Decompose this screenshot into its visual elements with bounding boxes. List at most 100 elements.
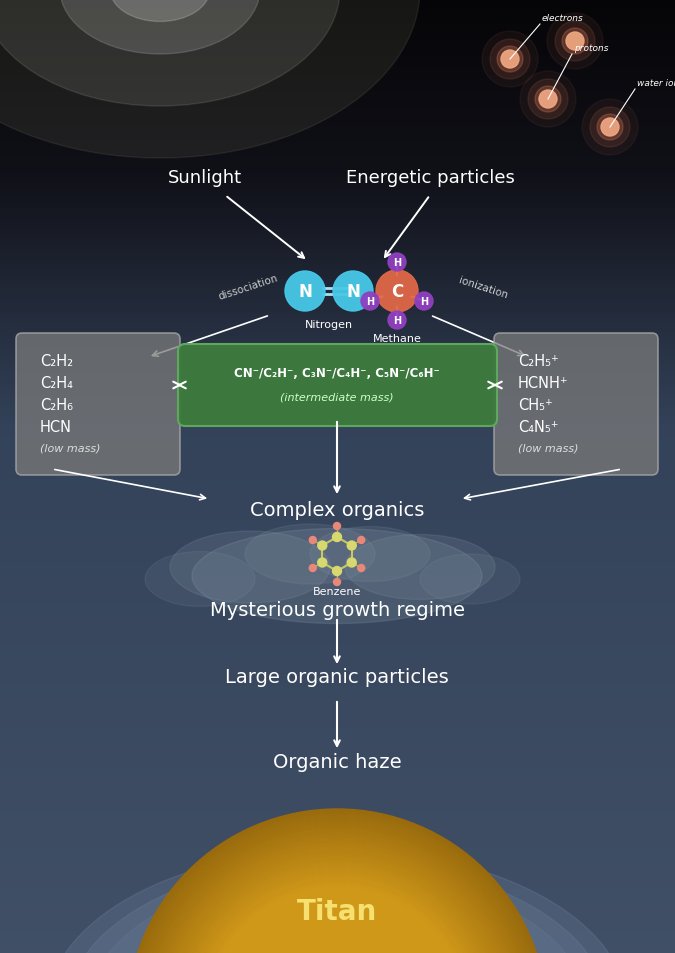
- Bar: [0, 658, 675, 660]
- Circle shape: [197, 879, 477, 953]
- Bar: [0, 267, 675, 270]
- Bar: [0, 336, 675, 340]
- Bar: [0, 143, 675, 146]
- Bar: [0, 867, 675, 870]
- Bar: [0, 950, 675, 953]
- Bar: [0, 16, 675, 19]
- Bar: [0, 505, 675, 508]
- Circle shape: [163, 845, 511, 953]
- Bar: [0, 426, 675, 429]
- Bar: [0, 327, 675, 331]
- Bar: [0, 216, 675, 219]
- Circle shape: [501, 51, 519, 69]
- Text: Large organic particles: Large organic particles: [225, 668, 449, 687]
- Bar: [0, 565, 675, 569]
- Bar: [0, 140, 675, 143]
- Bar: [0, 92, 675, 95]
- Bar: [0, 29, 675, 31]
- Bar: [0, 874, 675, 877]
- Bar: [0, 394, 675, 397]
- Bar: [0, 912, 675, 915]
- Bar: [0, 674, 675, 677]
- Circle shape: [203, 885, 471, 953]
- Bar: [0, 915, 675, 918]
- Bar: [0, 235, 675, 238]
- Bar: [0, 298, 675, 302]
- Bar: [0, 479, 675, 483]
- Bar: [0, 397, 675, 400]
- Bar: [0, 203, 675, 207]
- Bar: [0, 540, 675, 543]
- Bar: [0, 941, 675, 943]
- Bar: [0, 413, 675, 416]
- Bar: [0, 108, 675, 112]
- Bar: [0, 79, 675, 83]
- Bar: [0, 302, 675, 305]
- Bar: [0, 317, 675, 321]
- Bar: [0, 7, 675, 10]
- Circle shape: [151, 833, 523, 953]
- Bar: [0, 238, 675, 241]
- Bar: [0, 588, 675, 591]
- Circle shape: [183, 865, 491, 953]
- Bar: [0, 102, 675, 105]
- Bar: [0, 870, 675, 874]
- Circle shape: [590, 108, 630, 148]
- Bar: [0, 524, 675, 527]
- Circle shape: [173, 855, 501, 953]
- Text: electrons: electrons: [542, 14, 584, 23]
- Bar: [0, 324, 675, 327]
- Bar: [0, 314, 675, 317]
- Bar: [0, 610, 675, 613]
- Circle shape: [199, 882, 475, 953]
- Bar: [0, 133, 675, 136]
- Circle shape: [388, 312, 406, 330]
- Bar: [0, 48, 675, 51]
- Ellipse shape: [192, 529, 482, 624]
- Bar: [0, 124, 675, 127]
- Circle shape: [347, 558, 356, 567]
- Bar: [0, 553, 675, 556]
- FancyBboxPatch shape: [16, 334, 180, 476]
- Bar: [0, 388, 675, 391]
- Bar: [0, 98, 675, 102]
- Text: Mysterious growth regime: Mysterious growth regime: [209, 600, 464, 619]
- Bar: [0, 931, 675, 934]
- Bar: [0, 114, 675, 117]
- Text: HCN: HCN: [40, 419, 72, 435]
- Bar: [0, 489, 675, 493]
- Circle shape: [539, 91, 557, 109]
- Bar: [0, 934, 675, 937]
- Bar: [0, 715, 675, 718]
- Circle shape: [165, 847, 509, 953]
- Circle shape: [597, 115, 623, 141]
- Text: Energetic particles: Energetic particles: [346, 169, 514, 187]
- Bar: [0, 334, 675, 336]
- Bar: [0, 378, 675, 381]
- Bar: [0, 457, 675, 460]
- Bar: [0, 708, 675, 712]
- Bar: [0, 803, 675, 807]
- Bar: [0, 441, 675, 445]
- Bar: [0, 508, 675, 512]
- Circle shape: [333, 567, 342, 576]
- Bar: [0, 150, 675, 152]
- Circle shape: [555, 22, 595, 62]
- Bar: [0, 641, 675, 645]
- Bar: [0, 283, 675, 286]
- Bar: [0, 476, 675, 479]
- Text: dissociation: dissociation: [217, 274, 279, 302]
- Circle shape: [175, 857, 499, 953]
- Ellipse shape: [47, 850, 627, 953]
- Circle shape: [131, 813, 543, 953]
- Bar: [0, 861, 675, 864]
- Bar: [0, 617, 675, 619]
- Bar: [0, 543, 675, 546]
- Text: Sunlight: Sunlight: [168, 169, 242, 187]
- Bar: [0, 562, 675, 565]
- Circle shape: [497, 47, 523, 73]
- Bar: [0, 731, 675, 734]
- Circle shape: [535, 87, 561, 112]
- Circle shape: [129, 811, 545, 953]
- Circle shape: [179, 862, 495, 953]
